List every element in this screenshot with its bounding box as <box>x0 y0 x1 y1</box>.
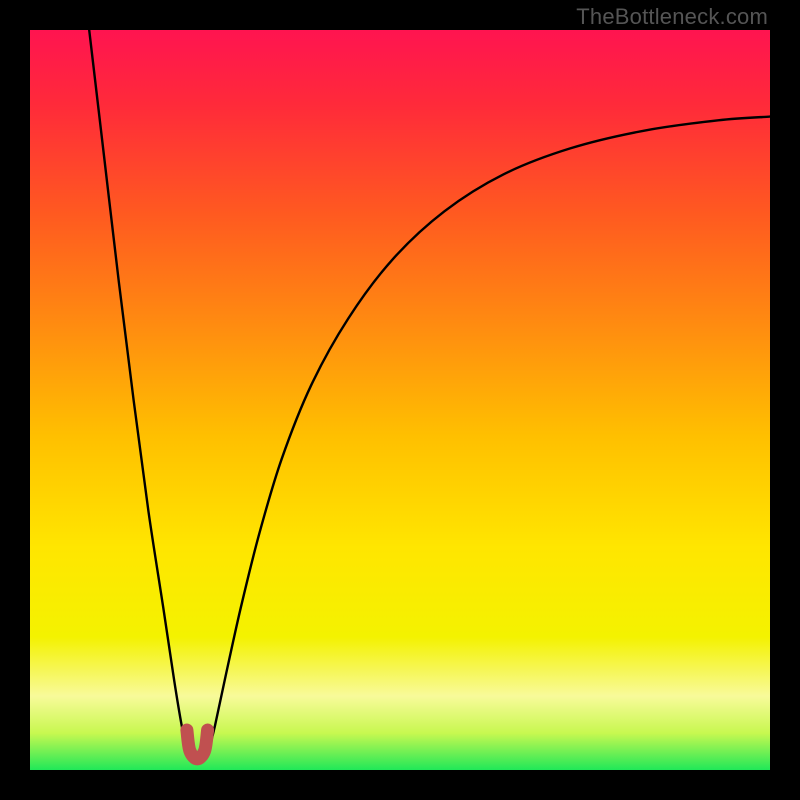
plot-area <box>30 30 770 770</box>
bottleneck-chart-canvas: TheBottleneck.com <box>0 0 800 800</box>
curve-overlay <box>30 30 770 770</box>
watermark-label: TheBottleneck.com <box>576 4 768 30</box>
